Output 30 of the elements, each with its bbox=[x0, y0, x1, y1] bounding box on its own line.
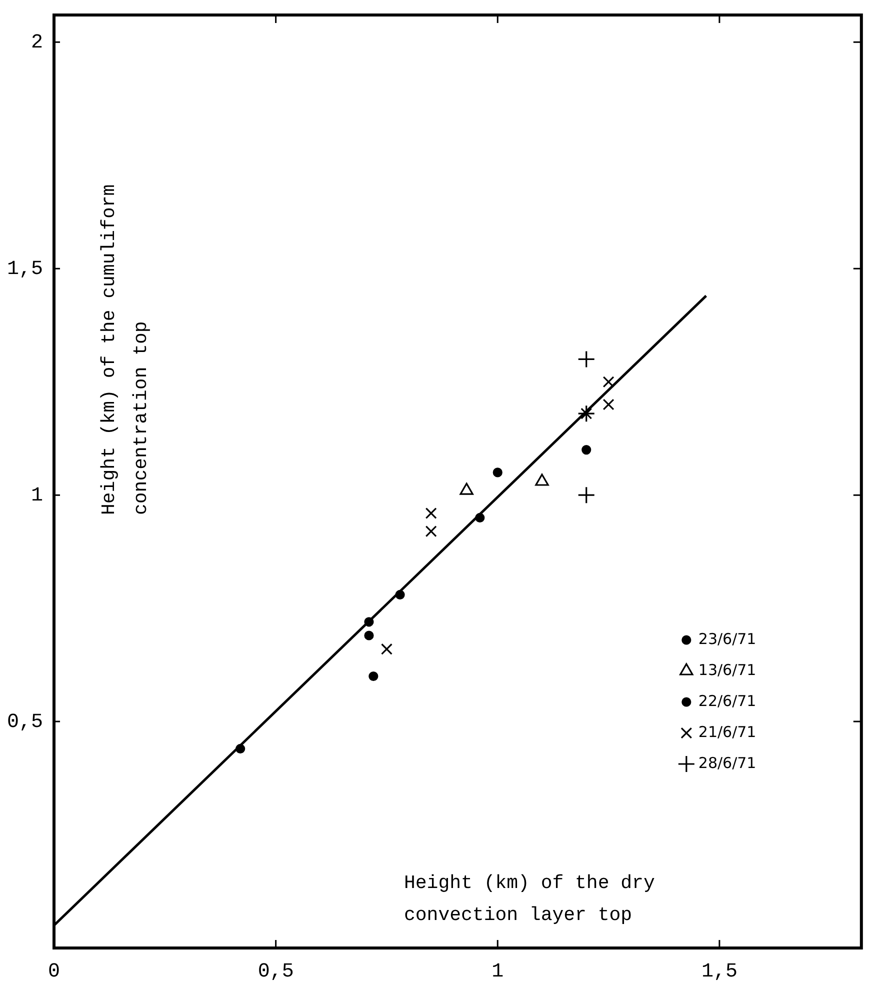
point bbox=[425, 526, 437, 538]
point bbox=[492, 468, 502, 478]
y-tick-label: 1 bbox=[30, 484, 44, 508]
legend-label: 21/6/71 bbox=[698, 722, 756, 741]
point bbox=[578, 350, 596, 368]
point bbox=[602, 398, 614, 410]
point bbox=[368, 671, 378, 682]
point bbox=[236, 744, 246, 754]
point bbox=[380, 643, 392, 655]
point bbox=[425, 507, 437, 519]
x-tick-label: 1 bbox=[492, 960, 504, 984]
point bbox=[475, 512, 485, 523]
y-axis-title: Height (km) of the cumuliform concentration top bbox=[98, 184, 152, 515]
x-axis-title: Height (km) of the dry convection layer top bbox=[404, 872, 655, 926]
y-tick-label: 2 bbox=[30, 31, 44, 54]
x-tick-label: 1,5 bbox=[701, 960, 738, 984]
x-tick-label: 0,5 bbox=[258, 960, 294, 984]
point bbox=[364, 617, 374, 627]
legend-label: 23/6/71 bbox=[698, 630, 756, 648]
point bbox=[364, 630, 374, 640]
legend-label: 13/6/71 bbox=[698, 660, 756, 679]
point bbox=[602, 376, 614, 388]
legend-label: 28/6/71 bbox=[698, 754, 756, 772]
point bbox=[582, 444, 592, 455]
x-tick-label: 0 bbox=[48, 960, 60, 984]
legend-label: 22/6/71 bbox=[698, 692, 756, 710]
y-tick-label: 0,5 bbox=[6, 710, 44, 734]
point bbox=[578, 486, 596, 504]
y-tick-label: 1,5 bbox=[6, 258, 44, 281]
point bbox=[395, 590, 405, 600]
